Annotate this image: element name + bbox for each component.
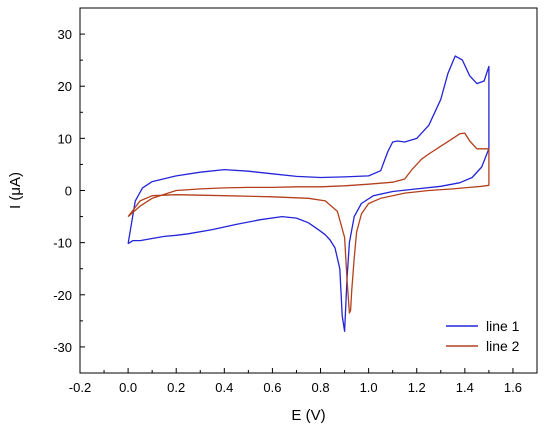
axis-ticks: [79, 7, 514, 374]
y-tick-label: -20: [53, 288, 72, 303]
legend: line 1 line 2: [446, 318, 520, 354]
y-tick-labels: -30 -20 -10 0 10 20 30: [53, 27, 72, 355]
x-tick-label: 1.2: [408, 380, 426, 395]
series-layer: [127, 55, 490, 332]
plot-border: [79, 7, 538, 374]
x-tick-label: 1.0: [360, 380, 378, 395]
x-tick-label: 1.6: [504, 380, 522, 395]
legend-label-line-2: line 2: [486, 338, 520, 354]
y-tick-label: 0: [65, 184, 72, 199]
x-tick-label: 0.2: [167, 380, 185, 395]
x-tick-labels: -0.2 0.0 0.2 0.4 0.6 0.8 1.0 1.2 1.4 1.6: [69, 380, 522, 395]
x-tick-label: 0.6: [263, 380, 281, 395]
legend-label-line-1: line 1: [486, 318, 520, 334]
y-tick-label: -10: [53, 236, 72, 251]
y-tick-label: -30: [53, 340, 72, 355]
series-line-line-1: [127, 55, 490, 332]
x-tick-label: 0.8: [311, 380, 329, 395]
plot-frame: [79, 7, 538, 374]
x-axis-title: E (V): [291, 407, 325, 424]
y-axis-title: I (μA): [7, 172, 24, 209]
series-line-line-2: [127, 132, 490, 314]
y-tick-label: 20: [58, 79, 72, 94]
x-tick-label: 0.0: [119, 380, 137, 395]
x-tick-label: 0.4: [215, 380, 233, 395]
y-tick-label: 30: [58, 27, 72, 42]
x-tick-label: 1.4: [456, 380, 474, 395]
y-tick-label: 10: [58, 131, 72, 146]
x-tick-label: -0.2: [69, 380, 91, 395]
